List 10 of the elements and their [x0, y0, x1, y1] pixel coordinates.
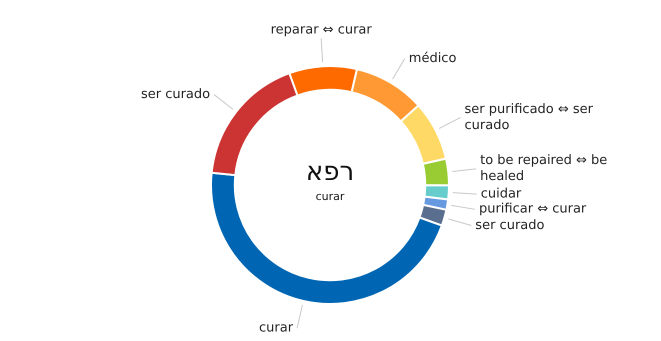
slice-label: purificar ⇔ curar — [478, 202, 587, 217]
slice-label: cuidar — [480, 186, 522, 202]
text: רפא — [306, 156, 354, 187]
slice-label: médico — [408, 50, 456, 66]
slice-label: reparar ⇔ curar — [270, 22, 372, 38]
slice-label: ser purificado ⇔ ser curado — [464, 102, 594, 133]
slice-label: curar — [259, 320, 294, 336]
slice-label: ser curado — [140, 86, 210, 102]
text: curar — [316, 190, 345, 203]
slice-label: ser curado — [475, 218, 545, 233]
